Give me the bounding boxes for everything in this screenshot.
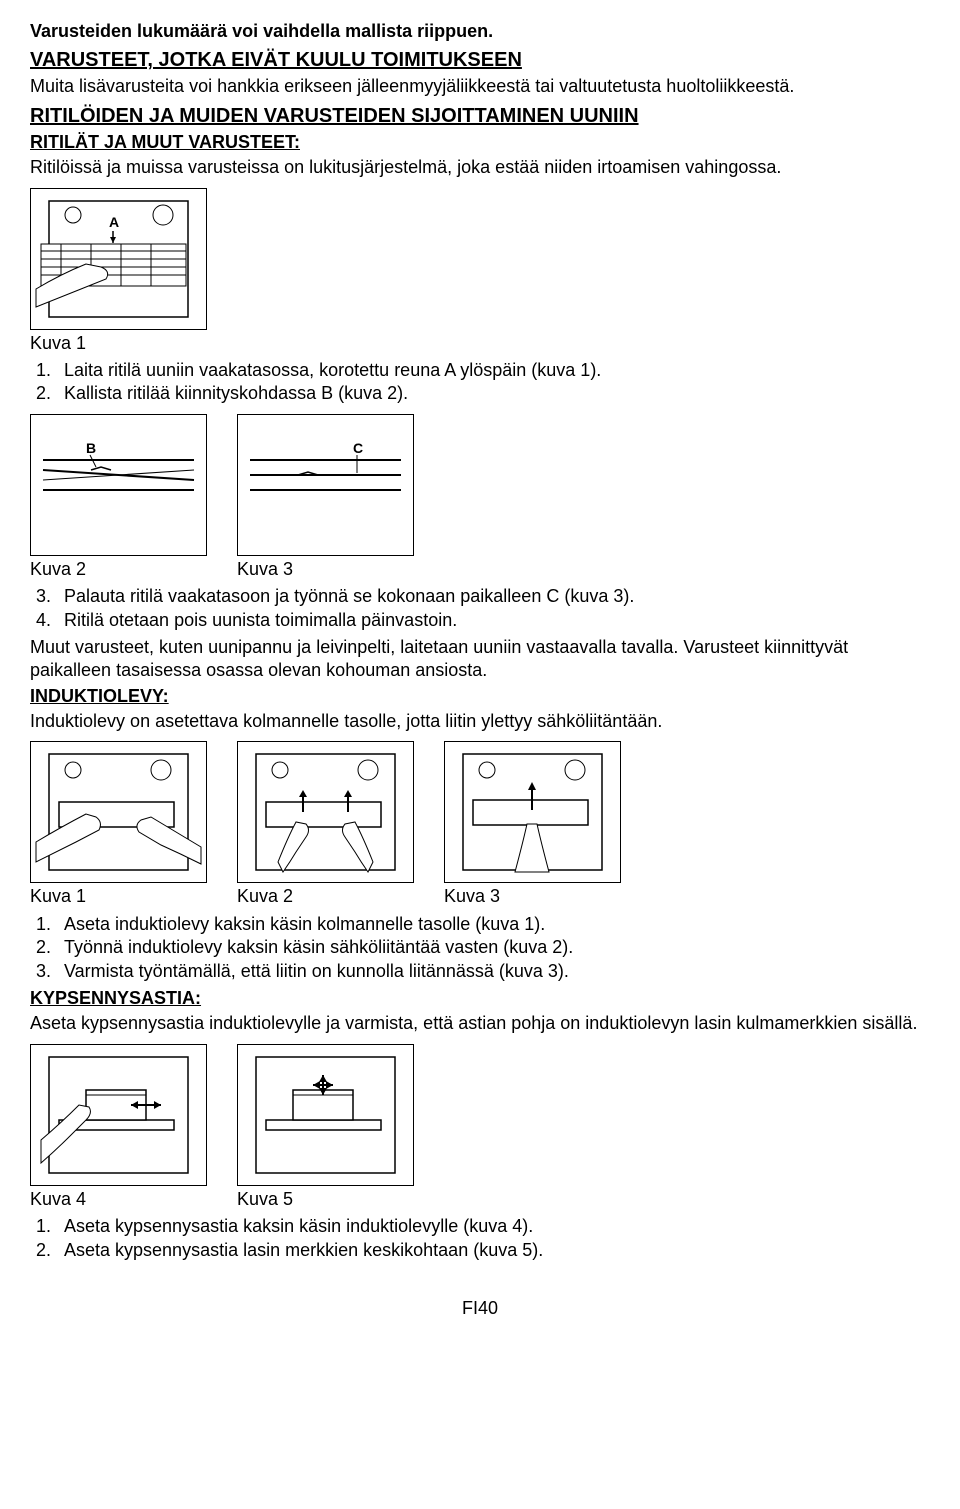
ind-step-3: Varmista työntämällä, että liitin on kun… [56,960,930,983]
figure-induction-2-label: Kuva 2 [237,885,414,908]
pot-step-2: Aseta kypsennysastia lasin merkkien kesk… [56,1239,930,1262]
intro-text-2: Muita lisävarusteita voi hankkia eriksee… [30,75,930,98]
figure-induction-3-label: Kuva 3 [444,885,621,908]
list-rack-steps-2: Palauta ritilä vaakatasoon ja työnnä se … [30,585,930,632]
svg-text:B: B [86,440,96,456]
svg-text:A: A [109,214,119,230]
pot-step-1: Aseta kypsennysastia kaksin käsin indukt… [56,1215,930,1238]
page-number: FI40 [30,1297,930,1320]
ind-step-1: Aseta induktiolevy kaksin käsin kolmanne… [56,913,930,936]
figure-1-label: Kuva 1 [30,332,207,355]
figure-induction-2 [237,741,414,883]
figure-1-rack-insert: A [30,188,207,330]
list-rack-steps-1: Laita ritilä uuniin vaakatasossa, korote… [30,359,930,406]
figure-pot-5-label: Kuva 5 [237,1188,414,1211]
figure-3-rack-push: C [237,414,414,556]
figure-induction-1 [30,741,207,883]
step-3: Palauta ritilä vaakatasoon ja työnnä se … [56,585,930,608]
intro-bold: Varusteiden lukumäärä voi vaihdella mall… [30,20,930,43]
cooking-pot-text: Aseta kypsennysastia induktiolevylle ja … [30,1012,930,1035]
step-1: Laita ritilä uuniin vaakatasossa, korote… [56,359,930,382]
figure-pot-4-label: Kuva 4 [30,1188,207,1211]
subheading-cooking-pot: KYPSENNYSASTIA: [30,987,930,1010]
figure-3-label: Kuva 3 [237,558,414,581]
svg-text:C: C [353,440,363,456]
list-induction-steps: Aseta induktiolevy kaksin käsin kolmanne… [30,913,930,983]
heading-accessories-not-included: VARUSTEET, JOTKA EIVÄT KUULU TOIMITUKSEE… [30,47,930,73]
figure-2-label: Kuva 2 [30,558,207,581]
ind-step-2: Työnnä induktiolevy kaksin käsin sähköli… [56,936,930,959]
heading-positioning: RITILÖIDEN JA MUIDEN VARUSTEIDEN SIJOITT… [30,103,930,129]
step-4: Ritilä otetaan pois uunista toimimalla p… [56,609,930,632]
figure-2-rack-tilt: B [30,414,207,556]
step-2: Kallista ritilää kiinnityskohdassa B (ku… [56,382,930,405]
figure-pot-5 [237,1044,414,1186]
other-accessories-text: Muut varusteet, kuten uunipannu ja leivi… [30,636,930,683]
racks-text: Ritilöissä ja muissa varusteissa on luki… [30,156,930,179]
figure-pot-4 [30,1044,207,1186]
subheading-racks: RITILÄT JA MUUT VARUSTEET: [30,131,930,154]
induction-text: Induktiolevy on asetettava kolmannelle t… [30,710,930,733]
figure-induction-1-label: Kuva 1 [30,885,207,908]
figure-induction-3 [444,741,621,883]
subheading-induction: INDUKTIOLEVY: [30,685,930,708]
list-pot-steps: Aseta kypsennysastia kaksin käsin indukt… [30,1215,930,1262]
